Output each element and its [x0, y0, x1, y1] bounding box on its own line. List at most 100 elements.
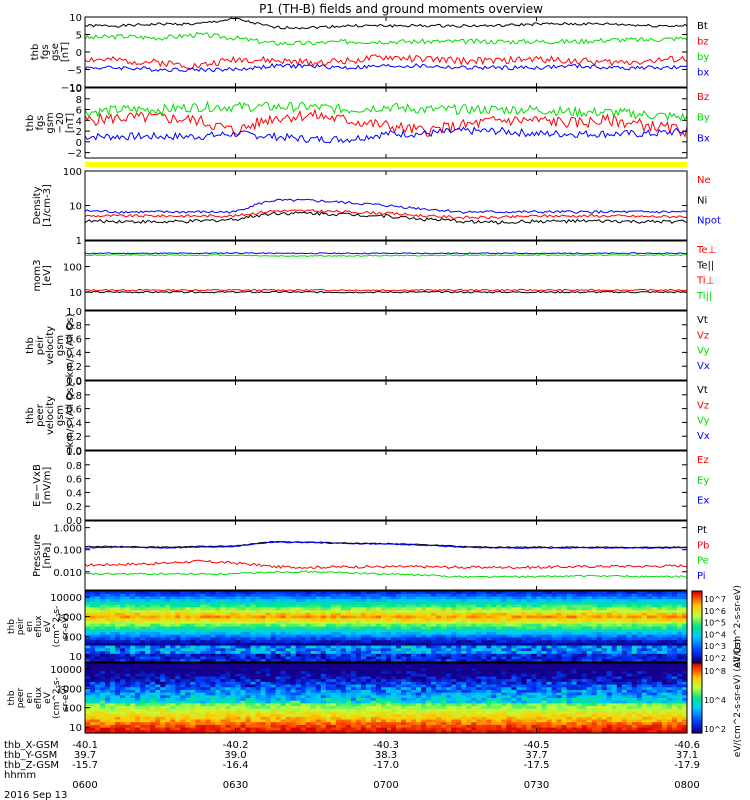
spec-cell [125, 676, 131, 680]
spec-cell [345, 695, 352, 699]
spec-cell [165, 599, 171, 603]
spec-cell [145, 634, 151, 639]
spec-cell [596, 637, 603, 641]
spec-cell [386, 607, 392, 611]
spec-cell [616, 637, 623, 641]
spec-cell [145, 637, 151, 641]
spec-cell [546, 591, 553, 595]
spec-cell [491, 653, 497, 658]
spec-cell [591, 593, 598, 598]
spec-cell [140, 716, 146, 721]
spec-cell [125, 692, 131, 696]
spec-cell [626, 642, 633, 647]
spec-cell [566, 607, 573, 611]
spec-cell [426, 700, 432, 704]
spec-cell [220, 656, 227, 660]
spec-cell [671, 593, 678, 598]
spec-cell [95, 692, 101, 696]
spec-cell [616, 656, 623, 660]
spec-cell [411, 629, 417, 633]
spec-cell [125, 689, 131, 694]
spec-cell [300, 681, 307, 686]
spec-cell [320, 612, 327, 617]
spec-cell [606, 659, 613, 663]
spec-cell [676, 596, 683, 600]
spec-cell [370, 640, 377, 644]
spec-cell [150, 653, 156, 658]
spec-cell [325, 621, 332, 625]
spec-cell [581, 610, 588, 614]
spec-cell [155, 706, 161, 710]
spec-cell [280, 698, 287, 702]
spec-cell [471, 618, 477, 622]
spec-cell [416, 659, 422, 663]
spec-cell [496, 599, 502, 603]
spec-cell [120, 722, 126, 726]
spec-cell [295, 607, 302, 611]
spec-cell [421, 648, 427, 652]
spec-cell [546, 604, 553, 608]
spec-cell [150, 610, 156, 614]
spec-cell [436, 637, 442, 641]
spec-cell [270, 615, 277, 619]
spec-cell [230, 692, 237, 696]
spec-cell [95, 648, 101, 652]
spec-cell [135, 719, 141, 723]
spec-cell [100, 671, 106, 675]
spec-cell [220, 591, 227, 595]
spec-cell [531, 631, 538, 636]
spec-cell [571, 601, 578, 606]
spec-cell [105, 596, 111, 600]
spec-cell [150, 645, 156, 649]
spec-cell [345, 621, 352, 625]
spec-cell [180, 607, 186, 611]
spec-cell [370, 711, 377, 715]
spec-cell [265, 637, 272, 641]
spec-cell [305, 698, 312, 702]
spec-cell [335, 651, 342, 655]
spec-cell [666, 653, 673, 658]
spec-cell [115, 656, 121, 660]
spec-cell [105, 612, 111, 617]
spec-cell [601, 593, 608, 598]
spec-cell [160, 648, 166, 652]
spec-cell [406, 679, 412, 683]
spec-cell [200, 656, 206, 660]
colorbar-cell [692, 640, 702, 644]
spec-cell [115, 651, 121, 655]
spec-cell [551, 640, 558, 644]
spec-cell [215, 618, 222, 622]
spec-cell [421, 631, 427, 636]
spec-cell [250, 679, 257, 683]
spec-cell [185, 719, 191, 723]
spec-cell [265, 684, 272, 688]
spec-cell [205, 668, 212, 672]
spec-cell [355, 631, 362, 636]
spec-cell [536, 637, 543, 641]
spec-cell [250, 610, 257, 614]
spec-cell [310, 640, 317, 644]
spec-cell [285, 668, 292, 672]
spec-cell [105, 687, 111, 691]
spec-cell [195, 684, 201, 688]
spec-cell [496, 642, 502, 647]
spec-cell [165, 711, 171, 715]
spec-cell [375, 596, 382, 600]
spec-cell [471, 629, 477, 633]
spec-cell [165, 687, 171, 691]
spec-cell [345, 730, 352, 734]
spec-cell [195, 700, 201, 704]
spec-cell [225, 612, 232, 617]
spec-cell [506, 601, 513, 606]
spec-cell [215, 642, 222, 647]
spec-cell [556, 645, 563, 649]
spec-cell [340, 711, 347, 715]
spec-cell [115, 706, 121, 710]
spec-cell [135, 645, 141, 649]
spec-cell [230, 612, 237, 617]
spec-cell [636, 612, 643, 617]
spec-cell [275, 642, 282, 647]
spec-cell [431, 722, 437, 726]
spec-cell [125, 730, 131, 734]
spec-cell [355, 711, 362, 715]
